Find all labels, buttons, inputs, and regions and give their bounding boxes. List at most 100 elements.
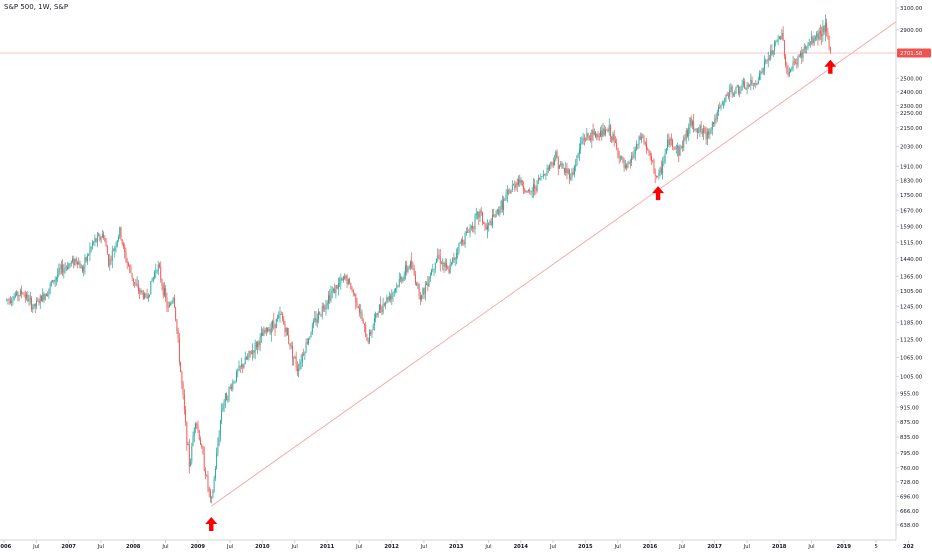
- candle: [577, 152, 579, 158]
- candle: [491, 208, 493, 229]
- trendline[interactable]: [210, 18, 901, 507]
- candle: [573, 164, 575, 178]
- candle: [528, 189, 529, 193]
- candle: [669, 136, 671, 148]
- candle: [644, 141, 646, 147]
- candle: [728, 92, 729, 100]
- candle: [176, 318, 178, 335]
- candle: [674, 146, 676, 151]
- candle: [192, 431, 194, 447]
- candle: [693, 113, 695, 133]
- candle: [730, 82, 732, 93]
- candle: [530, 190, 532, 196]
- candle: [735, 86, 737, 94]
- candle: [293, 356, 295, 366]
- candle: [586, 128, 588, 141]
- candle: [655, 175, 657, 179]
- candle: [575, 159, 577, 172]
- candle: [770, 44, 772, 61]
- candle: [668, 133, 670, 148]
- candle: [366, 333, 368, 341]
- candle: [606, 129, 608, 131]
- candle: [521, 179, 523, 187]
- candle: [687, 128, 688, 138]
- candle: [742, 77, 744, 88]
- y-tick-label: 1005.00: [900, 375, 923, 381]
- candle: [431, 268, 433, 276]
- candle: [259, 333, 261, 352]
- candle: [162, 282, 164, 299]
- candle: [477, 211, 478, 220]
- candle: [814, 35, 816, 42]
- candle: [802, 48, 804, 62]
- candle: [484, 222, 486, 231]
- candle: [518, 175, 519, 187]
- candle: [824, 14, 826, 42]
- candle: [265, 326, 267, 336]
- candle: [31, 296, 32, 312]
- candle: [787, 65, 789, 78]
- candle: [663, 155, 665, 167]
- candle: [26, 291, 28, 301]
- candle: [421, 294, 423, 302]
- candle: [291, 341, 293, 366]
- candle: [326, 300, 328, 310]
- candle: [57, 268, 59, 283]
- candle: [342, 275, 344, 283]
- x-tick-label: 2010: [255, 544, 270, 550]
- candle: [488, 222, 490, 232]
- candle: [164, 281, 165, 298]
- candle: [257, 340, 259, 354]
- candle: [761, 67, 763, 75]
- candle: [264, 327, 266, 334]
- candle: [791, 66, 793, 72]
- candle: [96, 232, 98, 247]
- candle: [622, 156, 624, 164]
- candle: [288, 327, 290, 345]
- candle: [136, 276, 138, 288]
- candle: [623, 158, 625, 172]
- candle: [254, 339, 256, 360]
- candle: [736, 84, 738, 88]
- candle: [200, 436, 201, 445]
- x-tick-label: Jul: [484, 544, 491, 550]
- candle: [772, 50, 774, 58]
- x-tick-label: Jul: [807, 544, 814, 550]
- candle: [263, 326, 265, 337]
- candle: [217, 437, 219, 457]
- candle: [241, 357, 242, 370]
- y-tick-label: 1670.00: [900, 209, 923, 215]
- candle: [388, 291, 390, 302]
- y-tick-label: 1305.00: [900, 289, 923, 295]
- candle: [720, 104, 722, 111]
- candle: [64, 262, 66, 274]
- candle: [171, 300, 173, 305]
- candle: [569, 168, 570, 185]
- candle: [137, 279, 139, 295]
- candle: [829, 46, 831, 54]
- candle: [542, 169, 544, 180]
- candle: [118, 234, 119, 243]
- x-tick-label: 2017: [707, 544, 722, 550]
- candle: [126, 258, 128, 270]
- candle: [349, 277, 351, 285]
- candle: [525, 190, 527, 193]
- candle: [396, 282, 398, 293]
- candle: [344, 273, 346, 280]
- candle: [745, 87, 747, 90]
- y-tick-label: 795.00: [900, 451, 919, 457]
- candle: [119, 226, 121, 239]
- y-tick-label: 2900.00: [900, 28, 923, 34]
- candle: [501, 195, 503, 213]
- candle: [395, 288, 396, 294]
- candle: [701, 128, 703, 138]
- candle: [443, 261, 445, 273]
- y-tick-label: 1515.00: [900, 240, 923, 246]
- candle: [357, 305, 359, 309]
- candle: [34, 303, 36, 313]
- candle: [678, 144, 680, 163]
- candle: [400, 273, 401, 283]
- candle: [91, 239, 93, 250]
- candle: [714, 114, 716, 127]
